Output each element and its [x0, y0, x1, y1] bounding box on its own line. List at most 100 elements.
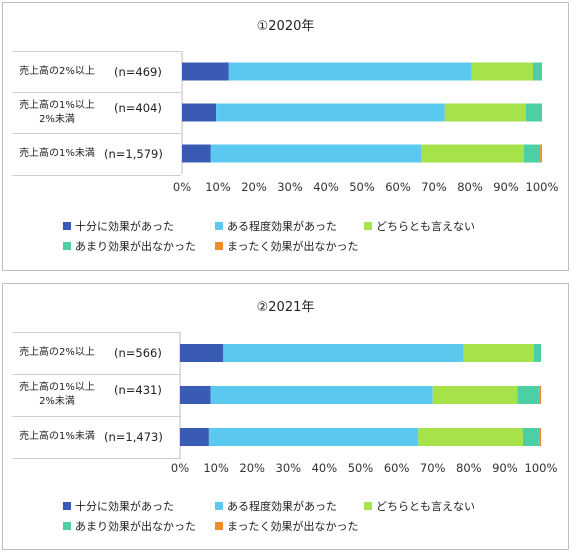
- legend-item: あまり効果が出なかった: [63, 518, 196, 534]
- legend-swatch: [63, 502, 71, 510]
- legend-label: まったく効果が出なかった: [227, 240, 359, 253]
- x-tick-label: 30%: [277, 180, 303, 194]
- bar-segment: [471, 62, 533, 81]
- sample-size-label: (n=469): [114, 65, 162, 79]
- category-label: 売上高の2%以上: [17, 346, 97, 360]
- sample-size-label: (n=1,579): [104, 147, 163, 161]
- sample-size-label: (n=404): [114, 101, 162, 115]
- legend-item: まったく効果が出なかった: [215, 238, 359, 254]
- x-tick-label: 100%: [526, 180, 559, 194]
- legend-swatch: [215, 522, 223, 530]
- bar-segment: [180, 428, 209, 446]
- legend-label: ある程度効果があった: [227, 220, 337, 233]
- bar-segment: [539, 386, 541, 404]
- x-tick-label: 0%: [171, 461, 189, 475]
- legend-item: どちらとも言えない: [364, 498, 475, 514]
- bar-segment: [463, 344, 534, 362]
- category-label: 売上高の2%以上: [17, 65, 97, 79]
- bar-segment: [421, 144, 524, 163]
- bar-segment: [540, 144, 542, 163]
- bar-segment: [517, 386, 540, 404]
- sample-size-label: (n=566): [114, 346, 162, 360]
- legend-swatch: [215, 242, 223, 250]
- legend-item: 十分に効果があった: [63, 498, 174, 514]
- category-cell: 売上高の2%以上 (n=469): [12, 51, 181, 93]
- category-cell: 売上高の2%以上 (n=566): [12, 332, 181, 374]
- bar-segment: [180, 344, 224, 362]
- bar-segment: [180, 386, 211, 404]
- category-label-line: 売上高の1%未満: [19, 431, 95, 442]
- category-cell: 売上高の1%未満 (n=1,473): [12, 416, 181, 459]
- x-tick-label: 10%: [205, 180, 231, 194]
- legend-swatch: [63, 242, 71, 250]
- chart-panel-2020: ①2020年 売上高の2%以上 (n=469) 売上高の1%以上 2%未満 (n=404…: [2, 2, 569, 271]
- legend-label: 十分に効果があった: [75, 500, 174, 513]
- bar-plot: 0% 10% 20% 30% 40% 50% 60% 70% 80% 90% 100%: [173, 51, 559, 194]
- x-tick-label: 40%: [312, 461, 338, 475]
- legend-label: どちらとも言えない: [376, 500, 475, 513]
- bar-segment: [210, 386, 433, 404]
- legend-item: ある程度効果があった: [215, 498, 337, 514]
- bar-segment: [533, 62, 542, 81]
- bar-segment: [182, 62, 229, 81]
- category-label-line: 2%未満: [39, 114, 75, 125]
- bar-segment: [216, 103, 445, 122]
- bar-segment: [524, 144, 541, 163]
- category-label-line: 売上高の2%以上: [19, 347, 95, 358]
- bar-segment: [418, 428, 523, 446]
- legend-label: どちらとも言えない: [376, 220, 475, 233]
- legend-swatch: [215, 222, 223, 230]
- x-tick-label: 50%: [349, 180, 375, 194]
- sample-size-label: (n=1,473): [104, 430, 163, 444]
- legend-item: 十分に効果があった: [63, 218, 174, 234]
- x-tick-label: 0%: [173, 180, 191, 194]
- x-tick-label: 60%: [384, 461, 410, 475]
- legend-swatch: [63, 522, 71, 530]
- legend-item: あまり効果が出なかった: [63, 238, 196, 254]
- x-tick-label: 50%: [348, 461, 374, 475]
- legend-label: あまり効果が出なかった: [75, 520, 196, 533]
- bar-segment: [210, 144, 422, 163]
- category-label-line: 売上高の1%未満: [19, 148, 95, 159]
- legend-swatch: [215, 502, 223, 510]
- x-tick-label: 70%: [420, 461, 446, 475]
- legend-swatch: [63, 222, 71, 230]
- bar-segment: [539, 428, 541, 446]
- category-label-line: 2%未満: [39, 396, 75, 407]
- category-label: 売上高の1%未満: [17, 430, 97, 444]
- bar-segment: [228, 62, 472, 81]
- x-tick-label: 80%: [457, 180, 483, 194]
- x-tick-label: 10%: [203, 461, 229, 475]
- legend-item: ある程度効果があった: [215, 218, 337, 234]
- bar-segment: [525, 103, 542, 122]
- bar-segment: [208, 428, 419, 446]
- legend-item: どちらとも言えない: [364, 218, 475, 234]
- category-label: 売上高の1%以上 2%未満: [17, 381, 97, 409]
- x-tick-label: 100%: [525, 461, 558, 475]
- bar-segment: [182, 144, 211, 163]
- x-tick-label: 20%: [241, 180, 267, 194]
- bar-segment: [432, 386, 518, 404]
- sample-size-label: (n=431): [114, 383, 162, 397]
- x-tick-label: 30%: [276, 461, 302, 475]
- legend-item: まったく効果が出なかった: [215, 518, 359, 534]
- category-cell: 売上高の1%未満 (n=1,579): [12, 133, 181, 176]
- legend-swatch: [364, 502, 372, 510]
- bar-plot: 0% 10% 20% 30% 40% 50% 60% 70% 80% 90% 100%: [171, 332, 558, 475]
- legend-label: ある程度効果があった: [227, 500, 337, 513]
- category-label: 売上高の1%以上 2%未満: [17, 99, 97, 127]
- chart-title: ②2021年: [256, 300, 315, 315]
- x-tick-label: 90%: [492, 461, 518, 475]
- x-tick-label: 60%: [385, 180, 411, 194]
- legend-label: まったく効果が出なかった: [227, 520, 359, 533]
- bar-segment: [444, 103, 526, 122]
- bar-segment: [522, 428, 540, 446]
- legend-label: 十分に効果があった: [75, 220, 174, 233]
- x-tick-label: 90%: [493, 180, 519, 194]
- bar-segment: [182, 103, 217, 122]
- category-cell: 売上高の1%以上 2%未満 (n=431): [12, 374, 181, 416]
- category-label-line: 売上高の2%以上: [19, 66, 95, 77]
- category-label-line: 売上高の1%以上: [19, 382, 95, 393]
- chart-panel-2021: ②2021年 売上高の2%以上 (n=566) 売上高の1%以上 2%未満 (n=431…: [2, 283, 569, 550]
- x-tick-label: 40%: [313, 180, 339, 194]
